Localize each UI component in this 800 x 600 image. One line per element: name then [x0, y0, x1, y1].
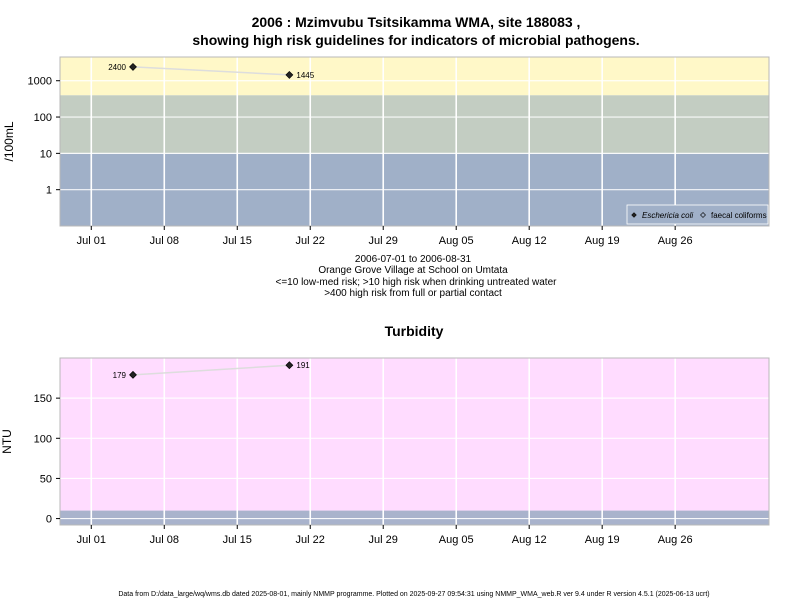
y-axis-label: NTU: [0, 429, 14, 454]
data-point: [285, 70, 294, 79]
x-tick-label: Jul 01: [77, 534, 106, 546]
legend-marker-faecal: [700, 212, 706, 218]
x-tick-label: Jul 01: [77, 235, 106, 247]
x-tick-label: Jul 29: [369, 534, 398, 546]
plot-border: [59, 56, 770, 227]
x-tick-label: Aug 26: [658, 534, 693, 546]
data-label: 179: [113, 371, 127, 380]
data-label: 2400: [108, 63, 126, 72]
series-line-0: [132, 364, 290, 376]
x-tick-label: Jul 15: [223, 534, 252, 546]
footer-note: Data from D:/data_large/wq/wms.db dated …: [118, 591, 709, 598]
legend-box: [626, 204, 769, 225]
turbidity-panel: Jul 01 Jul 08 Jul 15 Jul 22 Jul 29 Aug 05 Aug …: [0, 357, 770, 546]
risk-band-1: [60, 358, 769, 511]
x-tick-label: Aug 05: [439, 235, 474, 247]
x-tick-label: Aug 26: [658, 235, 693, 247]
y-tick-label: 50: [40, 473, 52, 485]
y-tick-label: 1: [46, 185, 52, 197]
chart-title-line-1: 2006 : Mzimvubu Tsitsikamma WMA, site 18…: [252, 14, 581, 30]
data-point: [129, 62, 137, 71]
x-tick-label: Aug 05: [439, 534, 474, 546]
subtitle-risk-high: >400 high risk from full or partial cont…: [324, 288, 502, 299]
microbial-panel: Jul 01 Jul 08 Jul 15 Jul 22 Jul 29 Aug 05 Aug …: [2, 56, 770, 247]
x-tick-label: Jul 22: [296, 534, 325, 546]
y-tick-label: 0: [46, 514, 52, 526]
data-point: [129, 370, 137, 379]
subtitle-site-name: Orange Grove Village at School on Umtata: [318, 265, 508, 276]
y-tick-label: 150: [34, 393, 52, 405]
plot-area: [60, 358, 769, 525]
legend-marker-ecoli: [631, 212, 637, 218]
risk-band-0: [60, 510, 769, 525]
risk-band-1: [60, 95, 769, 154]
plot-border: [59, 357, 770, 526]
y-axis-label: /100mL: [2, 121, 16, 161]
y-tick-label: 10: [40, 148, 52, 160]
data-point: [285, 361, 294, 370]
y-tick-label: 100: [34, 433, 52, 445]
legend-label-ecoli: Eschericia coli: [642, 211, 693, 220]
x-tick-label: Aug 12: [512, 235, 547, 247]
x-tick-label: Jul 08: [150, 235, 179, 247]
x-tick-label: Jul 08: [150, 534, 179, 546]
x-tick-label: Aug 12: [512, 534, 547, 546]
y-tick-label: 1000: [28, 76, 52, 88]
legend: Eschericia coli faecal coliforms: [626, 204, 769, 225]
x-tick-label: Jul 29: [369, 235, 398, 247]
x-tick-label: Aug 19: [585, 534, 620, 546]
legend-label-faecal: faecal coliforms: [711, 211, 767, 220]
data-label: 191: [296, 361, 310, 370]
subtitle-date-range: 2006-07-01 to 2006-08-31: [355, 254, 472, 265]
data-label: 1445: [296, 71, 314, 80]
plot-area: [60, 57, 769, 226]
risk-band-2: [60, 57, 769, 96]
series-line-0: [132, 66, 290, 76]
chart-title-line-2: showing high risk guidelines for indicat…: [192, 32, 639, 48]
x-tick-label: Jul 15: [223, 235, 252, 247]
subtitle-risk-low: <=10 low-med risk; >10 high risk when dr…: [276, 277, 558, 288]
x-tick-label: Aug 19: [585, 235, 620, 247]
y-tick-label: 100: [34, 112, 52, 124]
turbidity-title: Turbidity: [385, 323, 444, 339]
x-tick-label: Jul 22: [296, 235, 325, 247]
